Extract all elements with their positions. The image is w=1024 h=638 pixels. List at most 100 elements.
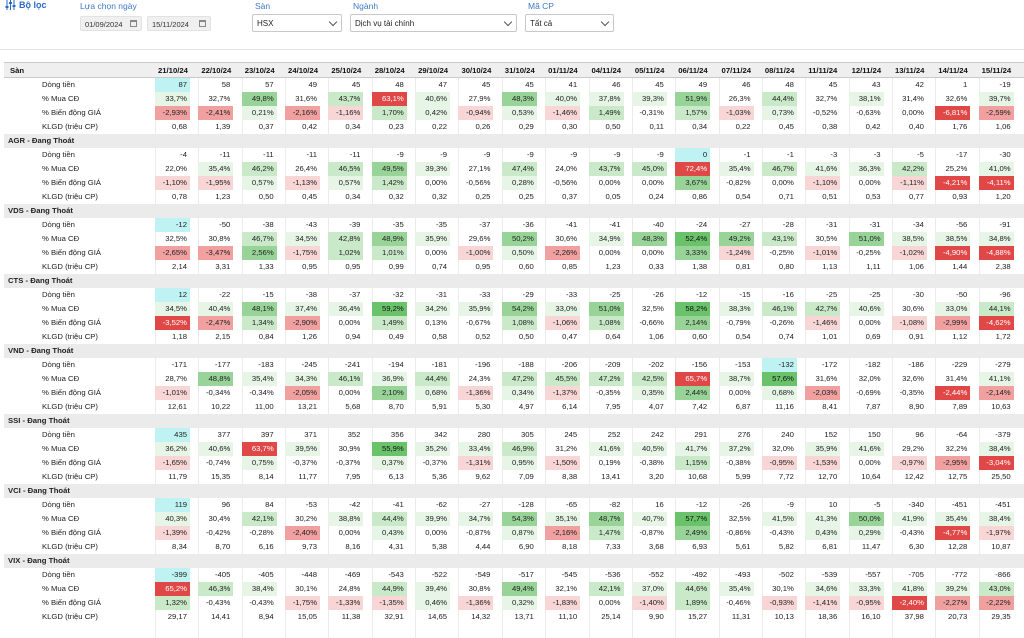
- exchange-select[interactable]: HSX: [252, 14, 342, 32]
- table-cell: 5,30: [475, 402, 491, 411]
- table-cell: -56: [956, 220, 968, 229]
- table-cell: 240: [781, 430, 794, 439]
- table-cell: 0,00%: [902, 108, 924, 117]
- table-cell: 6,30: [908, 542, 924, 551]
- group-row[interactable]: VCI - Đang Thoát: [4, 484, 1024, 498]
- date-header: 21/10/24: [158, 66, 188, 75]
- table-cell: 371: [304, 430, 318, 439]
- table-cell: -1,75%: [285, 596, 321, 610]
- table-cell: 12: [155, 288, 190, 302]
- table-cell: 33,7%: [155, 92, 190, 106]
- table-cell: -30: [912, 290, 924, 299]
- metric-label: KLGD (triệu CP): [42, 542, 98, 551]
- filter-title[interactable]: Bộ lọc: [5, 0, 47, 10]
- table-cell: 37,2%: [718, 442, 754, 456]
- table-cell: 38,8%: [328, 512, 364, 526]
- table-cell: -37: [479, 220, 491, 229]
- table-cell: 0,11: [649, 122, 664, 131]
- table-cell: 48: [395, 80, 404, 89]
- metric-label: % Biến động GIÁ: [42, 318, 101, 327]
- table-cell: 43,1%: [761, 232, 797, 246]
- table-cell: 305: [520, 430, 534, 439]
- table-cell: 0,42%: [415, 106, 451, 120]
- table-cell: 45: [828, 80, 838, 89]
- table-cell: 1,20: [995, 192, 1011, 201]
- table-cell: -9: [440, 150, 448, 159]
- sector-value: Dịch vụ tài chính: [355, 19, 415, 28]
- table-cell: -0,37%: [422, 458, 448, 467]
- table-cell: 0,68: [172, 122, 187, 131]
- table-cell: 1,11: [866, 262, 881, 271]
- table-cell: 32,0%: [772, 444, 794, 453]
- group-row[interactable]: AGR - Đang Thoát: [4, 134, 1024, 148]
- table-cell: 32,5%: [728, 514, 751, 523]
- table-cell: 0,37: [562, 192, 578, 201]
- table-cell: 41: [568, 80, 578, 89]
- group-row[interactable]: CTS - Đang Thoát: [4, 274, 1024, 288]
- table-cell: 8,16: [345, 542, 361, 551]
- table-cell: 34,7%: [458, 512, 494, 526]
- table-cell: 1,42%: [371, 176, 407, 190]
- table-cell: 45: [655, 80, 664, 89]
- sector-select[interactable]: Dịch vụ tài chính: [350, 14, 517, 32]
- table-cell: 50,0%: [848, 512, 884, 526]
- metric-label: Dòng tiền: [42, 500, 75, 509]
- table-cell: 32,5%: [165, 234, 187, 243]
- table-cell: 0,00%: [858, 458, 881, 467]
- table-cell: 15,27: [687, 612, 708, 621]
- table-cell: 42,7%: [805, 302, 841, 316]
- table-cell: -2,93%: [155, 106, 190, 120]
- table-cell: 0,50: [518, 332, 534, 341]
- table-cell: -16: [782, 290, 794, 299]
- table-cell: -1,75%: [285, 246, 321, 260]
- table-row: KLGD (triệu CP) 8,34 8,70 6,16 9,73 8,16 4,31 5…: [4, 540, 1024, 554]
- group-row[interactable]: SSI - Đang Thoát: [4, 414, 1024, 428]
- table-cell: 44,1%: [978, 302, 1014, 316]
- table-cell: -35: [435, 220, 448, 229]
- table-cell: 34,5%: [285, 232, 321, 246]
- table-cell: 0,53: [865, 192, 881, 201]
- table-cell: -0,34%: [249, 388, 274, 397]
- table-cell: 38,4%: [978, 442, 1014, 456]
- table-cell: 41,3%: [805, 512, 841, 526]
- date-to-input[interactable]: 15/11/2024: [147, 16, 211, 31]
- table-cell: 7,09: [518, 472, 534, 481]
- table-cell: 44,9%: [371, 582, 407, 596]
- table-cell: 9,62: [475, 472, 491, 481]
- date-header: 04/11/24: [591, 66, 622, 75]
- metric-label: KLGD (triệu CP): [42, 122, 98, 131]
- metric-label: KLGD (triệu CP): [42, 192, 98, 201]
- table-cell: 6,81: [822, 542, 838, 551]
- table-cell: 0,23: [388, 122, 404, 131]
- table-cell: 0,29: [518, 122, 534, 131]
- table-row: Dòng tiền -399 -405 -405 -448 -469 -543 -522 -54…: [4, 568, 1024, 582]
- table-cell: -0,67%: [466, 318, 491, 327]
- date-from-input[interactable]: 01/09/2024: [80, 16, 142, 31]
- group-row[interactable]: VIX - Đang Thoát: [4, 554, 1024, 568]
- calendar-icon[interactable]: [199, 20, 206, 27]
- table-cell: 1,23: [605, 262, 621, 271]
- table-cell: -2,03%: [805, 386, 841, 400]
- group-row[interactable]: VND - Đang Thoát: [4, 344, 1024, 358]
- group-row[interactable]: VDS - Đang Thoát: [4, 204, 1024, 218]
- table-cell: 35,4%: [718, 162, 754, 176]
- table-cell: -96: [999, 290, 1011, 299]
- table-cell: -128: [518, 500, 534, 509]
- calendar-icon[interactable]: [130, 20, 137, 27]
- table-cell: 46,2%: [241, 162, 277, 176]
- table-cell: -202: [648, 360, 664, 369]
- table-cell: 1,01%: [371, 246, 407, 260]
- table-cell: -502: [778, 570, 794, 579]
- table-cell: 0,25: [518, 192, 534, 201]
- table-cell: 45,5%: [545, 372, 581, 386]
- table-cell: -2,14%: [978, 386, 1014, 400]
- table-cell: 1,12: [952, 332, 968, 341]
- table-cell: 10,87: [991, 542, 1011, 551]
- table-cell: -11: [306, 150, 318, 159]
- table-cell: 0,50: [605, 122, 621, 131]
- ticker-select[interactable]: Tất cả: [525, 14, 614, 32]
- table-cell: 63,7%: [241, 442, 277, 456]
- table-cell: 45: [481, 80, 491, 89]
- table-cell: 0,00%: [858, 318, 881, 327]
- table-cell: 0,54: [735, 192, 751, 201]
